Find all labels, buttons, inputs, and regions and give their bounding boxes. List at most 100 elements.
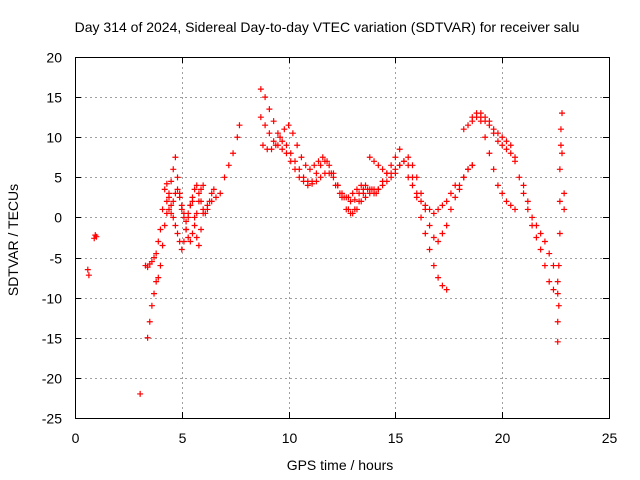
- series-outlier: [137, 390, 144, 397]
- data-point: [259, 142, 266, 149]
- data-point: [447, 190, 454, 197]
- data-point: [187, 238, 194, 245]
- data-point: [193, 234, 200, 241]
- data-point: [262, 122, 269, 129]
- data-point: [486, 150, 493, 157]
- data-point: [155, 274, 162, 281]
- data-point: [148, 258, 155, 265]
- data-point: [289, 130, 296, 137]
- data-point: [516, 174, 523, 181]
- y-axis-label: SDTVAR / TECUs: [5, 184, 21, 296]
- data-points: [84, 86, 568, 397]
- data-point: [520, 190, 527, 197]
- data-point: [161, 222, 168, 229]
- data-point: [366, 154, 373, 161]
- data-point: [155, 238, 162, 245]
- data-point: [430, 234, 437, 241]
- data-point: [405, 174, 412, 181]
- data-point: [208, 190, 215, 197]
- data-point: [555, 262, 562, 269]
- data-point: [336, 190, 343, 197]
- series-rise-c: [163, 122, 243, 249]
- data-point: [439, 282, 446, 289]
- data-point: [279, 146, 286, 153]
- data-point: [561, 206, 568, 213]
- data-point: [304, 182, 311, 189]
- data-point: [170, 214, 177, 221]
- data-point: [430, 262, 437, 269]
- data-point: [185, 234, 192, 241]
- data-point: [503, 138, 510, 145]
- data-point: [396, 162, 403, 169]
- data-point: [277, 134, 284, 141]
- data-point: [281, 126, 288, 133]
- data-point: [556, 198, 563, 205]
- data-point: [144, 264, 151, 271]
- y-tick-label: -5: [50, 251, 63, 267]
- y-tick-label: -25: [42, 411, 62, 427]
- data-point: [388, 162, 395, 169]
- x-tick-label: 10: [282, 430, 298, 446]
- data-point: [383, 178, 390, 185]
- grid: [75, 57, 609, 418]
- data-point: [193, 210, 200, 217]
- series-late-a: [460, 110, 561, 297]
- data-point: [212, 194, 219, 201]
- data-point: [546, 250, 553, 257]
- data-point: [490, 166, 497, 173]
- data-point: [193, 182, 200, 189]
- data-point: [422, 230, 429, 237]
- data-point: [533, 222, 540, 229]
- data-point: [326, 162, 333, 169]
- data-point: [137, 390, 144, 397]
- data-point: [524, 198, 531, 205]
- series-spike: [554, 110, 568, 345]
- series-early: [84, 232, 100, 279]
- data-point: [413, 190, 420, 197]
- x-tick-label: 15: [388, 430, 404, 446]
- data-point: [379, 182, 386, 189]
- data-point: [151, 290, 158, 297]
- data-point: [409, 162, 416, 169]
- data-point: [279, 138, 286, 145]
- data-point: [270, 138, 277, 145]
- data-point: [426, 246, 433, 253]
- data-point: [349, 210, 356, 217]
- series-late-d: [520, 182, 561, 285]
- data-point: [456, 182, 463, 189]
- data-point: [221, 174, 228, 181]
- data-point: [482, 114, 489, 121]
- data-point: [208, 198, 215, 205]
- data-point: [435, 206, 442, 213]
- data-point: [477, 118, 484, 125]
- data-point: [270, 118, 277, 125]
- data-point: [556, 230, 563, 237]
- data-point: [561, 190, 568, 197]
- data-point: [174, 230, 181, 237]
- data-point: [178, 202, 185, 209]
- y-tick-label: 0: [54, 210, 62, 226]
- data-point: [494, 138, 501, 145]
- data-point: [473, 114, 480, 121]
- data-point: [157, 226, 164, 233]
- series-late-c: [477, 110, 519, 161]
- data-point: [554, 338, 561, 345]
- data-point: [353, 186, 360, 193]
- data-point: [360, 190, 367, 197]
- data-point: [494, 182, 501, 189]
- data-point: [180, 238, 187, 245]
- data-point: [345, 194, 352, 201]
- data-point: [435, 238, 442, 245]
- data-point: [204, 202, 211, 209]
- data-point: [555, 302, 562, 309]
- data-point: [332, 182, 339, 189]
- data-point: [285, 122, 292, 129]
- data-point: [375, 186, 382, 193]
- data-point: [292, 166, 299, 173]
- data-point: [189, 198, 196, 205]
- data-point: [537, 246, 544, 253]
- data-point: [537, 230, 544, 237]
- data-point: [257, 86, 264, 93]
- data-point: [469, 162, 476, 169]
- data-point: [183, 218, 190, 225]
